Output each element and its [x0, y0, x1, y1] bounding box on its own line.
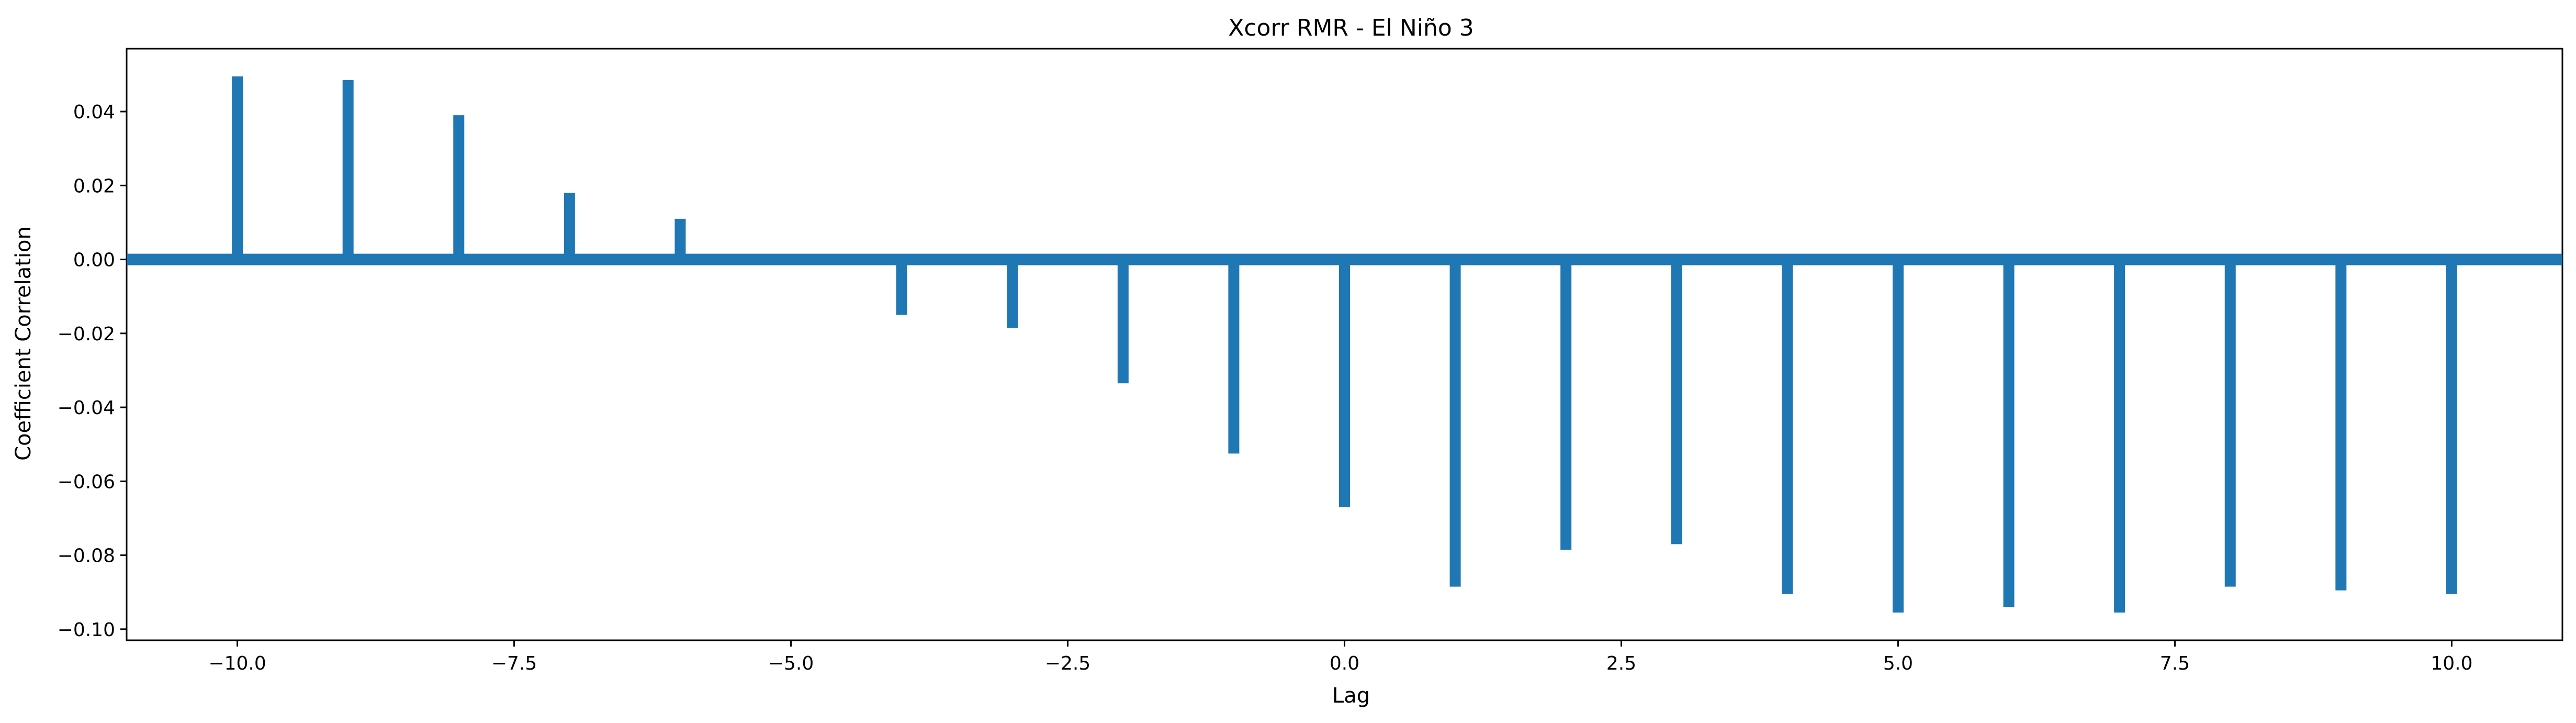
bar-lag--2: [1117, 259, 1129, 384]
x-tick-label: −5.0: [768, 653, 814, 674]
y-tick-label: −0.04: [58, 397, 115, 419]
y-tick-label: −0.02: [58, 324, 115, 345]
x-axis-ticks: −10.0 −7.5 −5.0 −2.5 0.0 2.5 5.0 7.5 10.0: [208, 640, 2472, 674]
bar-lag--7: [564, 193, 575, 260]
bar-lag--3: [1007, 259, 1018, 328]
chart-title: Xcorr RMR - El Niño 3: [1228, 15, 1474, 41]
y-axis-label: Coefficient Correlation: [12, 226, 36, 461]
x-tick-label: 5.0: [1883, 653, 1913, 674]
y-tick-label: 0.02: [73, 175, 115, 197]
x-tick-label: 10.0: [2431, 653, 2472, 674]
bar-lag-4: [1782, 259, 1793, 594]
x-tick-label: −10.0: [208, 653, 266, 674]
bar-lag--4: [896, 259, 907, 315]
bar-lag-6: [2003, 259, 2015, 607]
bar-lag-2: [1560, 259, 1572, 550]
bar-lag-1: [1449, 259, 1461, 587]
x-tick-label: 7.5: [2160, 653, 2190, 674]
bar-lag-8: [2224, 259, 2236, 587]
bar-lag-3: [1671, 259, 1682, 544]
bar-lag--10: [232, 76, 243, 260]
bar-lag--6: [674, 218, 686, 260]
y-tick-label: 0.00: [73, 250, 115, 271]
y-tick-label: −0.10: [58, 619, 115, 641]
bar-lag-9: [2335, 259, 2347, 591]
x-tick-label: 2.5: [1606, 653, 1636, 674]
x-axis-label: Lag: [1332, 684, 1370, 708]
bar-lag--8: [453, 115, 465, 260]
y-tick-label: −0.08: [58, 546, 115, 567]
bar-lag--1: [1228, 259, 1240, 454]
bar-lag--9: [342, 80, 354, 260]
x-tick-label: 0.0: [1330, 653, 1359, 674]
bar-lag-5: [1892, 259, 1904, 613]
y-tick-label: 0.04: [73, 102, 115, 123]
y-axis-ticks: −0.10 −0.08 −0.06 −0.04 −0.02 0.00 0.02 0.04: [58, 102, 127, 641]
x-tick-label: −7.5: [491, 653, 537, 674]
plot-area: −10.0 −7.5 −5.0 −2.5 0.0 2.5 5.0 7.5 10.0 −0.10−…: [58, 48, 2563, 674]
bar-series: [232, 76, 2457, 613]
bar-lag-0: [1339, 259, 1350, 507]
x-tick-label: −2.5: [1045, 653, 1090, 674]
bar-lag-7: [2114, 259, 2125, 613]
bar-lag-10: [2446, 259, 2457, 594]
y-tick-label: −0.06: [58, 471, 115, 493]
